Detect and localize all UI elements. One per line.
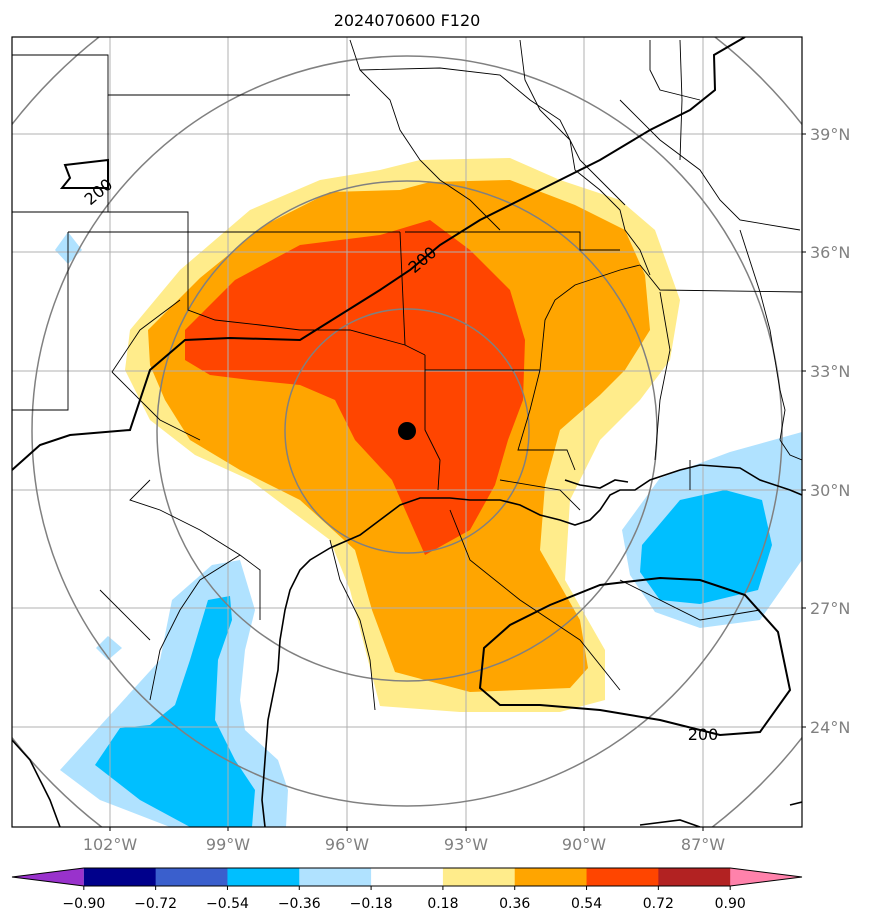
colorbar-tick-label: 0.18 xyxy=(427,896,458,912)
lat-label: 24°N xyxy=(810,718,850,737)
lon-label: 93°W xyxy=(444,835,488,854)
lat-label: 27°N xyxy=(810,599,850,618)
lon-label: 90°W xyxy=(562,835,606,854)
colorbar-tick-label: 0.54 xyxy=(571,896,602,912)
colorbar-cell xyxy=(658,868,731,886)
lon-label: 102°W xyxy=(83,835,138,854)
colorbar-cell xyxy=(371,868,444,886)
lon-ticks xyxy=(109,827,704,831)
colorbar-cell xyxy=(155,868,228,886)
lat-ticks xyxy=(802,133,806,728)
colorbar-tick-label: −0.18 xyxy=(350,896,393,912)
lat-label: 33°N xyxy=(810,362,850,381)
colorbar: −0.90 −0.72 −0.54 −0.36 −0.18 0.18 0.36 0.54 0.7… xyxy=(11,867,803,912)
contour-label-200-gulf: 200 xyxy=(688,725,719,744)
colorbar-tick-label: 0.72 xyxy=(643,896,674,912)
colorbar-cell xyxy=(586,868,659,886)
anomaly-fill-0.54 xyxy=(185,220,525,555)
negative-anomaly-shading xyxy=(55,232,802,827)
colorbar-cell xyxy=(227,868,300,886)
colorbar-tick-label: −0.90 xyxy=(62,896,105,912)
colorbar-tick-label: −0.36 xyxy=(278,896,321,912)
lat-label: 36°N xyxy=(810,243,850,262)
anomaly-fill-neg-0.18-small xyxy=(96,636,122,660)
colorbar-cell xyxy=(442,868,516,886)
colorbar-cell xyxy=(299,868,372,886)
colorbar-extend-low xyxy=(12,868,84,886)
storm-center-marker xyxy=(398,422,416,440)
colorbar-tick-label: −0.72 xyxy=(134,896,177,912)
colorbar-tick-label: 0.90 xyxy=(715,896,746,912)
colorbar-tick-label: 0.36 xyxy=(499,896,530,912)
lat-label: 39°N xyxy=(810,125,850,144)
figure-title: 2024070600 F120 xyxy=(334,11,481,30)
lon-label: 87°W xyxy=(681,835,725,854)
lon-label: 99°W xyxy=(206,835,250,854)
coastlines xyxy=(12,464,802,827)
contours-200 xyxy=(12,37,792,737)
colorbar-cell xyxy=(83,868,157,886)
anomaly-fill-neg-0.36-gulf xyxy=(640,490,772,604)
colorbar-extend-high xyxy=(730,868,802,886)
lon-label: 96°W xyxy=(325,835,369,854)
gridlines xyxy=(12,37,802,827)
map-frame xyxy=(11,36,803,828)
state-borders xyxy=(12,39,802,711)
colorbar-cell xyxy=(514,868,588,886)
lat-label: 30°N xyxy=(810,481,850,500)
anomaly-fill-neg-0.36-mexico xyxy=(95,596,255,827)
colorbar-tick-label: −0.54 xyxy=(206,896,249,912)
